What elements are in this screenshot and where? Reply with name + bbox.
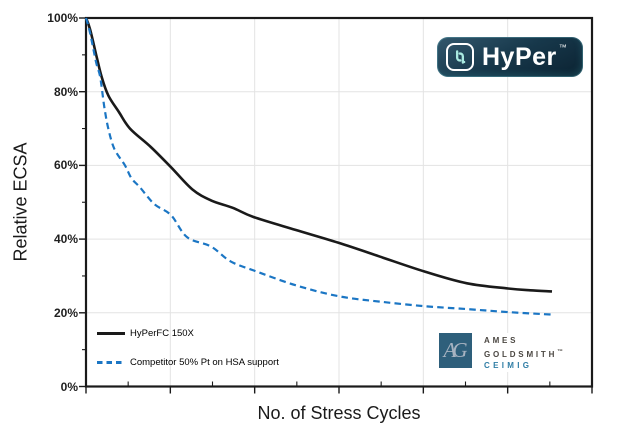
legend-label: HyPerFC 150X xyxy=(130,328,194,339)
y-tick-label: 0% xyxy=(60,379,78,394)
y-tick-label: 40% xyxy=(53,232,78,247)
legend-line-sample-dashed xyxy=(97,361,125,364)
y-tick-label: 20% xyxy=(53,305,78,320)
hyper-wordmark: HyPer xyxy=(482,42,557,71)
plot-border xyxy=(84,16,594,388)
hyper-h-glyph xyxy=(455,50,466,64)
ames-trademark: ™ xyxy=(557,348,563,355)
hyper-trademark: ™ xyxy=(558,42,567,52)
ag-monogram: AG xyxy=(443,338,468,362)
x-axis-title: No. of Stress Cycles xyxy=(257,403,421,423)
legend-label: Competitor 50% Pt on HSA support xyxy=(130,357,279,368)
y-tick-label: 80% xyxy=(53,84,78,99)
ag-monogram-square: AG xyxy=(439,333,472,368)
y-tick-label: 60% xyxy=(53,158,78,173)
ames-line: AMES xyxy=(484,336,519,345)
goldsmith-line: GOLDSMITH™ xyxy=(484,348,563,359)
hyper-logo-icon xyxy=(446,43,474,71)
ames-logo-text: AMES GOLDSMITH™ CEIMIG xyxy=(484,333,563,372)
legend: HyPerFC 150X Competitor 50% Pt on HSA su… xyxy=(97,326,279,384)
ceimig-line: CEIMIG xyxy=(484,361,533,370)
series-line-0 xyxy=(84,17,553,293)
legend-line-sample-solid xyxy=(97,332,125,335)
legend-entry-hyperfc: HyPerFC 150X xyxy=(97,326,279,341)
hyper-logo: HyPer ™ xyxy=(437,37,583,77)
legend-entry-competitor: Competitor 50% Pt on HSA support xyxy=(97,355,279,370)
ames-goldsmith-logo: AG AMES GOLDSMITH™ CEIMIG xyxy=(439,333,569,372)
y-tick-label: 100% xyxy=(47,11,78,25)
